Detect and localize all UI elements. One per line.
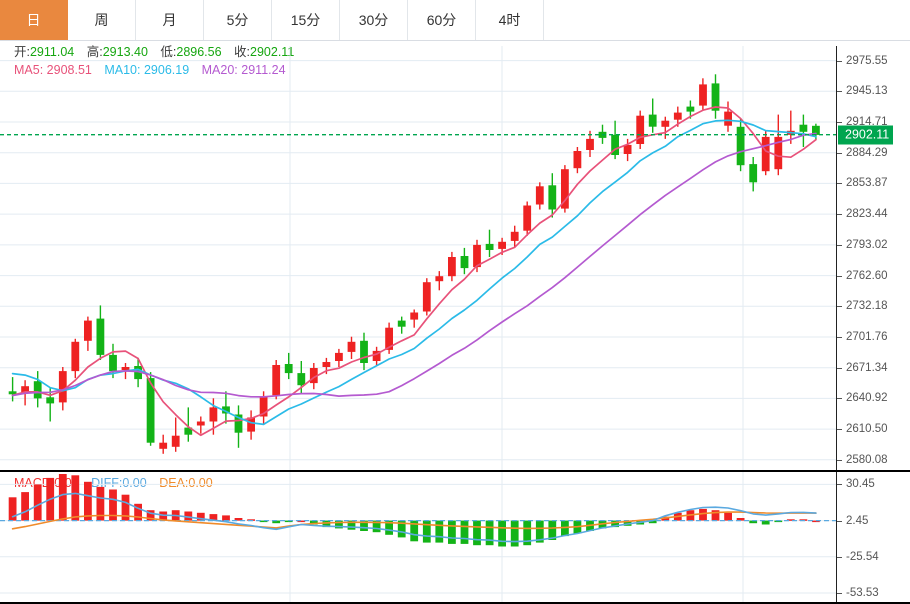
- price-axis-tick-label: 2580.08: [846, 453, 888, 466]
- axis-tick-mark: [837, 152, 842, 154]
- tab-label: 月: [162, 12, 177, 28]
- macd-canvas: [0, 472, 836, 604]
- ma5-value: 2908.51: [46, 63, 92, 77]
- macd-axis-tick-label: -25.54: [846, 550, 879, 563]
- open-value: 2911.04: [29, 45, 75, 59]
- high-label: 高:: [86, 45, 103, 59]
- price-axis-tick-label: 2823.44: [846, 208, 888, 221]
- macd-axis: 30.45 2.45 -25.54 -53.53: [836, 472, 910, 604]
- tab-day[interactable]: 日: [0, 0, 68, 40]
- tab-5min[interactable]: 5分: [204, 0, 272, 40]
- ma10-value: 2906.19: [143, 63, 190, 77]
- timeframe-tabbar: 日 周 月 5分 15分 30分 60分 4时: [0, 0, 910, 41]
- macd-legend: MACD:0.00 DIFF:0.00 DEA:0.00: [14, 476, 213, 490]
- tab-month[interactable]: 月: [136, 0, 204, 40]
- macd-label: MACD:: [14, 476, 55, 490]
- ma10-label: MA10:: [104, 63, 141, 77]
- price-axis-tick-label: 2762.60: [846, 269, 888, 282]
- tabbar-filler: [544, 0, 910, 40]
- macd-axis-tick-label: -53.53: [846, 587, 879, 600]
- axis-tick-mark: [837, 275, 842, 277]
- tab-4hour[interactable]: 4时: [476, 0, 544, 40]
- low-value: 2896.56: [176, 45, 222, 59]
- candlestick-canvas: [0, 46, 836, 470]
- tab-30min[interactable]: 30分: [340, 0, 408, 40]
- ohlc-row: 开:2911.04 高:2913.40 低:2896.56 收:2902.11: [14, 43, 910, 61]
- tab-label: 周: [94, 12, 109, 28]
- price-axis-tick-label: 2793.02: [846, 238, 888, 251]
- ohlc-legend: 开:2911.04 高:2913.40 低:2896.56 收:2902.11 …: [0, 41, 910, 79]
- price-axis-tick-label: 2610.50: [846, 423, 888, 436]
- tab-15min[interactable]: 15分: [272, 0, 340, 40]
- price-axis-tick-label: 2671.34: [846, 361, 888, 374]
- pane-divider: [0, 470, 910, 472]
- price-axis-tick-label: 2914.71: [846, 116, 888, 128]
- macd-chart-plot[interactable]: [0, 472, 836, 604]
- close-label: 收:: [234, 45, 251, 59]
- current-price-badge: 2902.11: [838, 125, 894, 145]
- price-axis-tick-label: 2975.55: [846, 54, 888, 67]
- axis-tick-mark: [837, 520, 842, 522]
- axis-tick-mark: [837, 593, 842, 595]
- close-value: 2902.11: [250, 45, 295, 59]
- tab-60min[interactable]: 60分: [408, 0, 476, 40]
- tab-week[interactable]: 周: [68, 0, 136, 40]
- tab-label: 4时: [498, 12, 521, 28]
- axis-tick-mark: [837, 336, 842, 338]
- low-label: 低:: [160, 45, 177, 59]
- price-axis-tick-label: 2945.13: [846, 85, 888, 98]
- price-axis-tick-label: 2884.29: [846, 146, 888, 159]
- diff-value: 0.00: [122, 476, 147, 490]
- price-chart-plot[interactable]: [0, 46, 836, 470]
- dea-label: DEA:: [159, 476, 189, 490]
- ma-row: MA5: 2908.51 MA10: 2906.19 MA20: 2911.24: [14, 61, 910, 79]
- ma20-value: 2911.24: [241, 63, 286, 77]
- axis-tick-mark: [837, 398, 842, 400]
- dea-value: 0.00: [188, 476, 213, 490]
- tab-label: 5分: [226, 12, 249, 28]
- axis-tick-mark: [837, 429, 842, 431]
- axis-tick-mark: [837, 214, 842, 216]
- macd-axis-tick-label: 2.45: [846, 514, 869, 527]
- bottom-rule: [0, 602, 910, 604]
- ma20-label: MA20:: [201, 63, 238, 77]
- tab-label: 60分: [426, 12, 457, 28]
- price-axis: 2975.55 2945.13 2914.71 2884.29 2853.87 2823.…: [836, 46, 910, 470]
- axis-tick-mark: [837, 122, 842, 123]
- price-axis-tick-label: 2701.76: [846, 330, 888, 343]
- high-value: 2913.40: [102, 45, 148, 59]
- price-axis-tick-label: 2640.92: [846, 392, 888, 405]
- axis-tick-mark: [837, 91, 842, 93]
- price-axis-tick-label: 2732.18: [846, 300, 888, 313]
- axis-tick-mark: [837, 183, 842, 185]
- tab-label: 15分: [290, 12, 321, 28]
- ma5-label: MA5:: [14, 63, 44, 77]
- tab-label: 30分: [358, 12, 389, 28]
- price-axis-tick-label: 2853.87: [846, 177, 888, 190]
- axis-tick-mark: [837, 367, 842, 369]
- axis-tick-mark: [837, 60, 842, 62]
- axis-tick-mark: [837, 244, 842, 246]
- tab-label: 日: [26, 12, 41, 28]
- open-label: 开:: [14, 45, 30, 59]
- diff-label: DIFF:: [91, 476, 123, 490]
- axis-tick-mark: [837, 484, 842, 486]
- axis-tick-mark: [837, 306, 842, 308]
- axis-tick-mark: [837, 556, 842, 558]
- macd-axis-tick-label: 30.45: [846, 478, 875, 491]
- axis-tick-mark: [837, 459, 842, 461]
